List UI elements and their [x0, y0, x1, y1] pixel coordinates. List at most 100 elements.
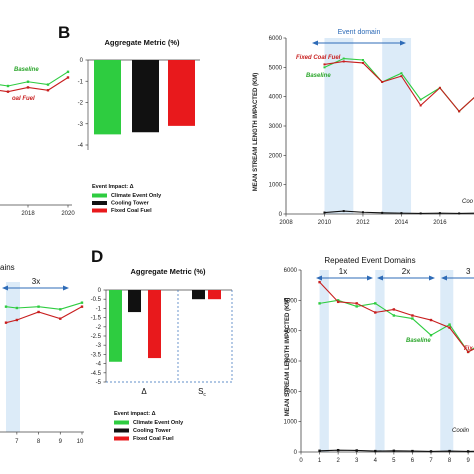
- panel-d-3x-label: 3: [466, 267, 471, 276]
- panel-d-arrow-2x-left: [377, 275, 383, 281]
- series-point: [26, 80, 30, 83]
- panel-a-fixed-label: oal Fuel: [12, 96, 35, 102]
- panel-d-inset-bars: [109, 290, 221, 362]
- series-line: [319, 281, 474, 353]
- panel-c-arrow-left-head: [2, 285, 8, 291]
- series-point: [46, 83, 50, 86]
- panel-d-main: Repeated Event Domains 0 1000 2000 3000 4000…: [284, 256, 474, 464]
- panel-c: ains 3x 7 8 9 10: [0, 263, 84, 445]
- panel-c-domains-label: ains: [0, 263, 15, 272]
- series-point: [361, 61, 364, 64]
- panel-d-baseline-label: Baseline: [406, 338, 431, 344]
- x-tick-label: 2: [336, 458, 340, 464]
- panel-b-baseline-label: Baseline: [306, 73, 331, 79]
- panel-a-series: [0, 70, 70, 93]
- series-point: [4, 305, 8, 308]
- series-point: [80, 301, 84, 304]
- series-point: [15, 306, 19, 310]
- series-point: [4, 321, 8, 324]
- panel-c-shade: [6, 282, 20, 432]
- y-tick-label: -3.5: [91, 352, 102, 358]
- panel-d-legend: Event impact: Δ Climate Event Only Coolin…: [114, 411, 184, 442]
- x-tick-label: 3: [355, 458, 359, 464]
- series-point: [374, 311, 377, 314]
- x-tick-label: 2012: [356, 220, 370, 226]
- panel-d-arrow-3x-left: [441, 275, 447, 281]
- panel-c-arrow-right-head: [63, 285, 69, 291]
- series-point: [342, 210, 345, 213]
- panel-d-letter: D: [91, 247, 103, 266]
- x-tick-label: 2014: [395, 220, 409, 226]
- panel-b-inset: Aggregate Metric (%) 0 -1 -2 -3 -4: [78, 38, 200, 150]
- series-point: [59, 317, 62, 320]
- series-point: [59, 308, 62, 311]
- y-tick-label: -3: [96, 343, 102, 349]
- panel-b-cooling-label: Coo: [462, 199, 474, 205]
- legend-swatch: [92, 208, 107, 213]
- series-point: [323, 66, 326, 69]
- x-tick-label: 2016: [433, 220, 447, 226]
- panel-b-arrow-left-head: [312, 40, 318, 46]
- panel-d-arrow-1x-left: [316, 275, 322, 281]
- panel-d-arrow-2x-right: [429, 275, 435, 281]
- panel-d-yticks: 0 1000 2000 3000 4000 5000 6000: [284, 268, 301, 456]
- y-tick-label: 3000: [284, 359, 298, 365]
- y-tick-label: -2.5: [91, 334, 102, 340]
- series-point: [429, 334, 433, 337]
- legend-label: Cooling Tower: [111, 201, 150, 207]
- x-tick-label: 8: [448, 458, 452, 464]
- legend-label: Climate Event Only: [111, 193, 162, 199]
- series-point: [355, 449, 358, 452]
- series-point: [336, 299, 340, 302]
- legend-label: Fixed Coal Fuel: [111, 208, 152, 214]
- legend-swatch: [92, 201, 107, 205]
- y-tick-label: 1000: [269, 183, 283, 189]
- panel-b-legend: Event Impact: Δ Climate Event Only Coolin…: [92, 184, 162, 214]
- panel-d-inset: Aggregate Metric (%) 0 -0.5 -1 -1.5 -2 -2.5 -3…: [91, 267, 233, 398]
- panel-d-series: [318, 280, 474, 453]
- series-point: [6, 90, 10, 93]
- series-point: [392, 308, 396, 311]
- panel-d-sc-label: Sc: [198, 387, 206, 398]
- legend-swatch: [114, 420, 129, 425]
- bar: [168, 60, 195, 126]
- panel-d-inset-yticks: 0 -0.5 -1 -1.5 -2 -2.5 -3 -3.5 -4 -4.5 -5: [91, 288, 106, 386]
- legend-label: Cooling Tower: [133, 428, 172, 434]
- series-point: [419, 104, 422, 107]
- bar: [132, 60, 159, 133]
- series-point: [419, 212, 422, 215]
- y-tick-label: 2000: [269, 153, 283, 159]
- series-point: [458, 110, 461, 113]
- bar: [148, 290, 161, 359]
- series-point: [318, 302, 321, 305]
- y-tick-label: -2: [78, 101, 84, 107]
- series-point: [381, 81, 384, 83]
- bar: [192, 290, 205, 300]
- panel-d-arrow-1x-right: [367, 275, 373, 281]
- series-point: [438, 86, 441, 89]
- series-point: [411, 314, 414, 317]
- y-tick-label: -4.5: [91, 371, 102, 377]
- panel-b-arrow-right-head: [400, 40, 406, 46]
- panel-d-y-label: MEAN STREAM LENGTH IMPACTED (KM): [285, 298, 291, 417]
- y-tick-label: 3000: [269, 124, 283, 130]
- series-point: [336, 300, 340, 304]
- x-tick-label: 2010: [318, 220, 332, 226]
- panel-b-shade-1: [324, 38, 354, 214]
- panel-d-legend-title: Event impact: Δ: [114, 411, 156, 417]
- series-point: [411, 449, 414, 453]
- legend-swatch: [92, 193, 107, 198]
- panel-b-inset-title: Aggregate Metric (%): [104, 38, 180, 47]
- y-tick-label: -5: [96, 380, 102, 386]
- series-point: [37, 305, 40, 308]
- y-tick-label: 0: [294, 450, 298, 456]
- series-point: [400, 212, 403, 215]
- x-tick-label: 5: [392, 458, 396, 464]
- panel-c-3x-label: 3x: [32, 277, 40, 286]
- panel-d-shade-3: [440, 270, 454, 452]
- bar: [128, 290, 141, 313]
- legend-label: Climate Event Only: [133, 420, 184, 426]
- y-tick-label: -1: [78, 79, 84, 85]
